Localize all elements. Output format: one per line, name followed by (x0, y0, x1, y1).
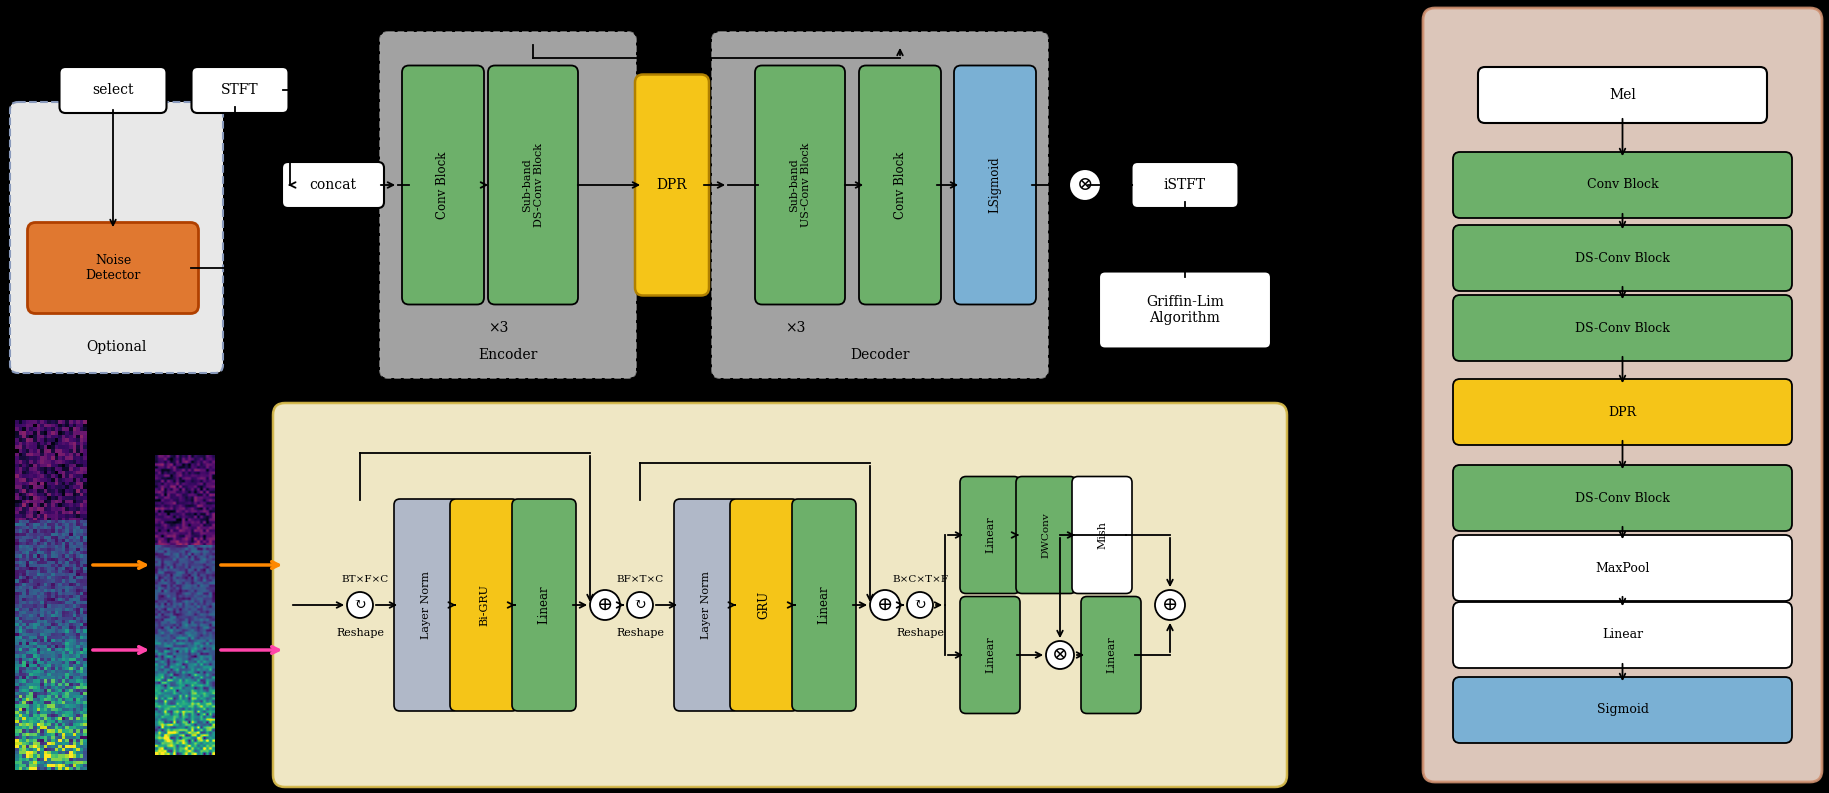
FancyBboxPatch shape (282, 162, 384, 208)
Circle shape (1154, 590, 1185, 620)
Text: ⊗: ⊗ (1052, 646, 1068, 664)
Text: Sub-band
US-Conv Block: Sub-band US-Conv Block (788, 143, 810, 227)
Text: Conv Block: Conv Block (437, 151, 450, 219)
FancyBboxPatch shape (1452, 535, 1792, 601)
Text: Mel: Mel (1610, 88, 1635, 102)
FancyBboxPatch shape (955, 66, 1035, 305)
Circle shape (1068, 169, 1101, 201)
Text: ⊕: ⊕ (596, 596, 613, 614)
FancyBboxPatch shape (380, 32, 636, 378)
FancyBboxPatch shape (792, 499, 856, 711)
Text: Layer Norm: Layer Norm (701, 571, 711, 639)
Text: Encoder: Encoder (479, 348, 538, 362)
Circle shape (1046, 641, 1074, 669)
Text: Griffin-Lim
Algorithm: Griffin-Lim Algorithm (1147, 295, 1224, 325)
FancyBboxPatch shape (192, 67, 289, 113)
Text: Linear: Linear (1107, 637, 1116, 673)
FancyBboxPatch shape (960, 477, 1021, 593)
Text: Reshape: Reshape (337, 628, 384, 638)
FancyBboxPatch shape (1015, 477, 1075, 593)
FancyBboxPatch shape (1132, 162, 1238, 208)
FancyBboxPatch shape (9, 102, 223, 373)
Text: DS-Conv Block: DS-Conv Block (1575, 321, 1670, 335)
Text: Linear: Linear (1602, 629, 1642, 642)
Text: ↻: ↻ (353, 598, 366, 612)
Text: DPR: DPR (1608, 405, 1637, 419)
Text: BF×T×C: BF×T×C (616, 576, 664, 584)
FancyBboxPatch shape (488, 66, 578, 305)
Text: ⊕: ⊕ (876, 596, 893, 614)
Text: Sub-band
DS-Conv Block: Sub-band DS-Conv Block (523, 143, 543, 227)
FancyBboxPatch shape (27, 223, 199, 313)
Text: Linear: Linear (538, 586, 551, 624)
FancyBboxPatch shape (730, 499, 797, 711)
Text: Bi-GRU: Bi-GRU (479, 584, 488, 626)
Text: Layer Norm: Layer Norm (421, 571, 432, 639)
Text: LSigmoid: LSigmoid (988, 157, 1002, 213)
Text: Linear: Linear (986, 637, 995, 673)
FancyBboxPatch shape (1452, 379, 1792, 445)
Text: ×3: ×3 (488, 321, 508, 335)
Circle shape (627, 592, 653, 618)
Text: DPR: DPR (657, 178, 688, 192)
FancyBboxPatch shape (393, 499, 457, 711)
FancyBboxPatch shape (1452, 465, 1792, 531)
Text: BT×F×C: BT×F×C (342, 576, 388, 584)
Text: STFT: STFT (221, 83, 260, 97)
FancyBboxPatch shape (1423, 8, 1822, 782)
Text: Reshape: Reshape (896, 628, 944, 638)
Circle shape (907, 592, 933, 618)
Text: MaxPool: MaxPool (1595, 561, 1650, 574)
Circle shape (871, 590, 900, 620)
FancyBboxPatch shape (1081, 596, 1141, 714)
Text: ×3: ×3 (785, 321, 805, 335)
Text: Conv Block: Conv Block (894, 151, 907, 219)
FancyBboxPatch shape (635, 75, 710, 296)
FancyBboxPatch shape (1478, 67, 1767, 123)
FancyBboxPatch shape (1452, 602, 1792, 668)
Text: B×C×T×F: B×C×T×F (893, 576, 947, 584)
Text: select: select (91, 83, 134, 97)
Text: DWConv: DWConv (1041, 512, 1050, 557)
FancyBboxPatch shape (1452, 677, 1792, 743)
Text: Linear: Linear (986, 516, 995, 554)
FancyBboxPatch shape (1099, 271, 1271, 348)
Circle shape (348, 592, 373, 618)
FancyBboxPatch shape (402, 66, 485, 305)
FancyBboxPatch shape (675, 499, 737, 711)
Text: iSTFT: iSTFT (1163, 178, 1205, 192)
FancyBboxPatch shape (860, 66, 940, 305)
FancyBboxPatch shape (512, 499, 576, 711)
Text: ⊗: ⊗ (1077, 176, 1094, 194)
Text: Decoder: Decoder (850, 348, 909, 362)
Circle shape (591, 590, 620, 620)
FancyBboxPatch shape (960, 596, 1021, 714)
Text: Linear: Linear (818, 586, 830, 624)
FancyBboxPatch shape (1072, 477, 1132, 593)
Text: Optional: Optional (86, 340, 146, 354)
FancyBboxPatch shape (711, 32, 1048, 378)
Text: ↻: ↻ (914, 598, 925, 612)
Text: GRU: GRU (757, 591, 770, 619)
Text: concat: concat (309, 178, 357, 192)
Text: DS-Conv Block: DS-Conv Block (1575, 251, 1670, 265)
Text: Mish: Mish (1097, 521, 1107, 549)
FancyBboxPatch shape (450, 499, 518, 711)
Text: Sigmoid: Sigmoid (1597, 703, 1648, 717)
Text: Conv Block: Conv Block (1588, 178, 1659, 191)
FancyBboxPatch shape (1452, 225, 1792, 291)
FancyBboxPatch shape (60, 67, 166, 113)
Text: ⊕: ⊕ (1161, 596, 1178, 614)
Text: Noise
Detector: Noise Detector (86, 254, 141, 282)
FancyBboxPatch shape (1452, 295, 1792, 361)
Text: DS-Conv Block: DS-Conv Block (1575, 492, 1670, 504)
Text: Reshape: Reshape (616, 628, 664, 638)
FancyBboxPatch shape (755, 66, 845, 305)
Text: ↻: ↻ (633, 598, 646, 612)
FancyBboxPatch shape (1452, 152, 1792, 218)
FancyBboxPatch shape (273, 403, 1288, 787)
